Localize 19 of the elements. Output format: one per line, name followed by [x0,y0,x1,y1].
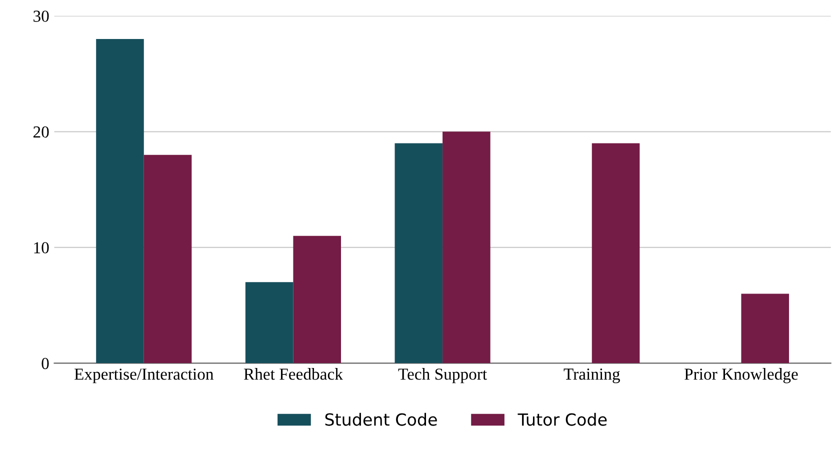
y-tick-label: 20 [33,126,49,138]
bar [592,143,640,364]
x-tick-label: Prior Knowledge [684,368,798,384]
x-tick-label: Tech Support [398,368,487,384]
y-tick-label: 30 [34,10,49,22]
x-tick-label: Rhet Feedback [244,368,343,380]
y-tick-label: 0 [42,358,49,370]
legend-label: Student Code [325,412,437,426]
bar [741,294,790,364]
bar [394,143,443,364]
x-tick-label: Expertise/Interaction [74,368,214,384]
bar [442,132,490,364]
x-tick-label: Training [564,368,620,384]
bar [144,154,192,364]
bar [293,236,341,364]
bar [96,39,144,364]
legend-label: Tutor Code [518,412,607,426]
y-tick-label: 10 [34,242,49,254]
bar [245,282,294,364]
